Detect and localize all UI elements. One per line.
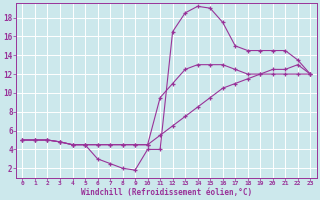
X-axis label: Windchill (Refroidissement éolien,°C): Windchill (Refroidissement éolien,°C) (81, 188, 252, 197)
